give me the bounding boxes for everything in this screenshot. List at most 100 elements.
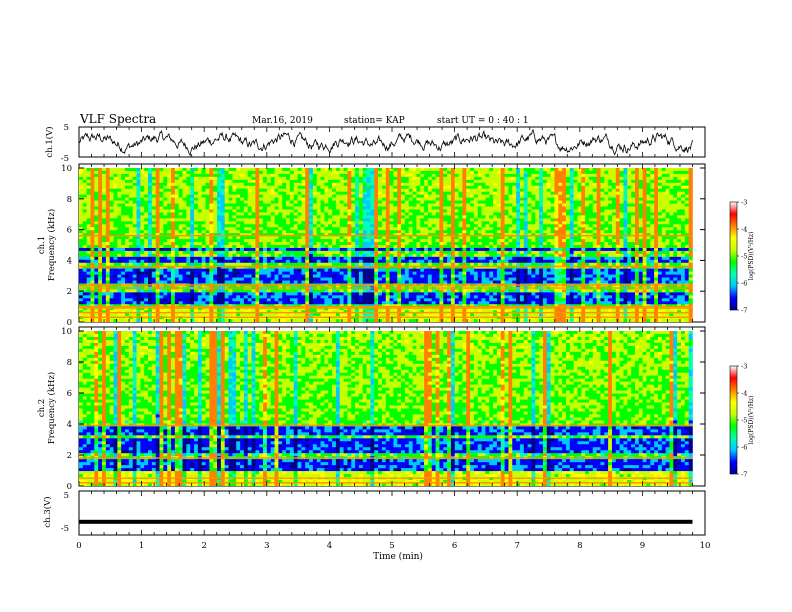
spectrogram-cell <box>496 218 502 222</box>
spectrogram-cell <box>585 224 590 228</box>
spectrogram-cell <box>519 218 525 222</box>
spectrogram-cell <box>397 253 402 258</box>
spectrogram-cell <box>312 212 318 216</box>
spectrogram-cell <box>186 236 191 240</box>
spectrogram-cell <box>224 191 229 195</box>
spectrogram-cell <box>335 170 341 175</box>
spectrogram-cell <box>125 233 130 237</box>
spectrogram-cell <box>128 188 133 192</box>
spectrogram-cell <box>136 179 141 184</box>
spectrogram-cell <box>79 191 84 195</box>
spectrogram-cell <box>466 224 471 228</box>
spectrogram-cell <box>79 259 84 264</box>
spectrogram-cell <box>186 233 191 237</box>
spectrogram-cell <box>347 203 352 207</box>
spectrogram-cell <box>516 194 521 198</box>
spectrogram-cell <box>554 200 559 204</box>
spectrogram-cell <box>573 194 578 198</box>
spectrogram-cell <box>163 188 168 192</box>
spectrogram-cell <box>113 185 118 190</box>
spectrogram-cell <box>240 176 245 181</box>
spectrogram-cell <box>293 256 298 261</box>
spectrogram-cell <box>117 227 122 231</box>
spectrogram-cell <box>113 230 118 234</box>
spectrogram-cell <box>236 218 241 222</box>
spectrogram-cell <box>565 253 571 258</box>
spectrogram-cell <box>447 256 452 261</box>
spectrogram-cell <box>450 203 456 207</box>
spectrogram-cell <box>105 250 110 255</box>
spectrogram-cell <box>171 239 176 243</box>
spectrogram-cell <box>519 197 525 201</box>
spectrogram-cell <box>665 230 670 234</box>
spectrogram-cell <box>661 233 666 237</box>
spectrogram-cell <box>673 218 678 222</box>
spectrogram-cell <box>600 245 605 249</box>
spectrogram-cell <box>190 170 195 175</box>
spectrogram-cell <box>677 215 682 219</box>
spectrogram-cell <box>631 197 636 201</box>
spectrogram-cell <box>351 170 356 175</box>
spectrogram-cell <box>646 221 651 225</box>
spectrogram-cell <box>190 247 195 252</box>
spectrogram-cell <box>305 194 310 198</box>
spectrogram-cell <box>182 168 187 172</box>
spectrogram-cell <box>351 221 356 225</box>
spectrogram-cell <box>401 236 406 240</box>
spectrogram-cell <box>286 194 291 198</box>
spectrogram-cell <box>278 250 283 255</box>
spectrogram-cell <box>485 250 490 255</box>
spectrogram-cell <box>86 230 91 234</box>
spectrogram-cell <box>102 200 107 204</box>
spectrogram-cell <box>351 197 356 201</box>
spectrogram-cell <box>374 197 379 201</box>
spectrogram-cell <box>309 179 314 184</box>
spectrogram-cell <box>136 227 141 231</box>
spectrogram-cell <box>665 191 670 195</box>
spectrogram-cell <box>604 256 609 261</box>
spectrogram-cell <box>109 250 114 255</box>
spectrogram-cell <box>665 212 670 216</box>
spectrogram-cell <box>335 218 341 222</box>
spectrogram-cell <box>412 200 417 204</box>
spectrogram-cell <box>657 168 663 172</box>
spectrogram-cell <box>243 203 248 207</box>
spectrogram-cell <box>462 191 467 195</box>
spectrogram-cell <box>669 239 674 243</box>
spectrogram-cell <box>125 218 130 222</box>
spectrogram-cell <box>592 173 597 178</box>
spectrogram-cell <box>447 200 452 204</box>
spectrogram-cell <box>374 212 379 216</box>
spectrogram-cell <box>155 256 160 261</box>
spectrogram-cell <box>335 200 341 204</box>
spectrogram-cell <box>550 168 555 172</box>
spectrogram-cell <box>148 218 153 222</box>
spectrogram-cell <box>608 206 613 210</box>
spectrogram-cell <box>554 206 559 210</box>
spectrogram-cell <box>217 170 222 175</box>
spectrogram-cell <box>109 194 114 198</box>
spectrogram-cell <box>136 212 141 216</box>
spectrogram-cell <box>485 188 490 192</box>
spectrogram-cell <box>642 256 647 261</box>
spectrogram-cell <box>604 236 609 240</box>
spectrogram-cell <box>159 200 164 204</box>
spectrogram-cell <box>588 256 594 261</box>
spectrogram-cell <box>309 247 314 252</box>
spectrogram-cell <box>631 218 636 222</box>
spectrogram-cell <box>565 173 571 178</box>
spectrogram-cell <box>324 224 329 228</box>
spectrogram-cell <box>470 236 475 240</box>
spectrogram-cell <box>404 247 410 252</box>
spectrogram-cell <box>450 179 456 184</box>
spectrogram-cell <box>125 182 130 187</box>
spectrogram-cell <box>159 179 164 184</box>
spectrogram-cell <box>604 168 609 172</box>
spectrogram-cell <box>496 233 502 237</box>
spectrogram-cell <box>661 209 666 213</box>
spectrogram-cell <box>82 203 87 207</box>
spectrogram-cell <box>512 191 517 195</box>
spectrogram-cell <box>332 197 337 201</box>
spectrogram-cell <box>650 215 655 219</box>
spectrogram-cell <box>654 168 659 172</box>
